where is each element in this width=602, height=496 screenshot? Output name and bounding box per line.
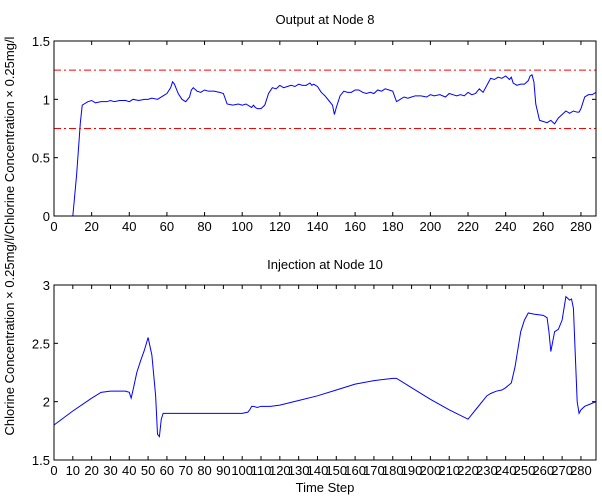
output-node-8-panel: Output at Node 8 0 20 40 60 80 100 120 140 160 18… — [32, 12, 597, 234]
injection-x-tick-label: 280 — [570, 463, 592, 478]
output-x-tick-label: 280 — [570, 219, 592, 234]
injection-chart-title: Injection at Node 10 — [267, 257, 383, 272]
output-plot-area: 0 20 40 60 80 100 120 140 160 180 200 220 240 260 280 0… — [32, 34, 597, 234]
output-series-0 — [54, 74, 597, 217]
output-x-tick-label: 220 — [457, 219, 479, 234]
injection-x-tick-label: 10 — [66, 463, 80, 478]
injection-axes-box — [53, 284, 597, 461]
output-x-tick-label: 200 — [420, 219, 442, 234]
injection-x-tick-label: 100 — [231, 463, 253, 478]
injection-x-tick-label: 160 — [344, 463, 366, 478]
output-y-tick-label: 1 — [43, 92, 50, 107]
output-x-tick-label: 120 — [269, 219, 291, 234]
injection-x-tick-label: 210 — [438, 463, 460, 478]
injection-plot-area: 0 10 20 30 40 50 60 70 80 90 100110120130140150160… — [32, 278, 597, 478]
output-chart-title: Output at Node 8 — [275, 12, 374, 27]
output-x-tick-label: 160 — [344, 219, 366, 234]
output-y-tick-label: 0.5 — [32, 151, 50, 166]
injection-y-tick-label: 3 — [43, 278, 50, 293]
output-x-tick-label: 20 — [84, 219, 98, 234]
output-x-tick-label: 140 — [307, 219, 329, 234]
injection-x-tick-label: 120 — [269, 463, 291, 478]
injection-x-tick-label: 80 — [197, 463, 211, 478]
output-y-tick-label: 0 — [43, 209, 50, 224]
output-x-tick-label: 40 — [122, 219, 136, 234]
output-x-tick-label: 100 — [231, 219, 253, 234]
output-x-tick-label: 180 — [382, 219, 404, 234]
injection-series-0 — [53, 295, 597, 438]
injection-x-tick-label: 170 — [363, 463, 385, 478]
injection-x-tick-label: 130 — [288, 463, 310, 478]
injection-x-tick-label: 190 — [401, 463, 423, 478]
injection-y-tick-label: 1.5 — [32, 453, 50, 468]
injection-node-10-panel: Injection at Node 10 0 10 20 30 40 50 60 70 80 90… — [32, 257, 597, 495]
output-axes-box — [53, 40, 597, 217]
injection-x-tick-label: 90 — [216, 463, 230, 478]
injection-x-tick-label: 180 — [382, 463, 404, 478]
injection-x-tick-label: 30 — [103, 463, 117, 478]
x-axis-label: Time Step — [296, 480, 355, 495]
shared-y-axis-label: Chlorine Concentration × 0.25mg/l/Chlori… — [2, 36, 17, 435]
injection-x-tick-label: 20 — [84, 463, 98, 478]
injection-x-tick-label: 250 — [514, 463, 536, 478]
output-x-tick-label: 240 — [495, 219, 517, 234]
output-y-tick-label: 1.5 — [32, 34, 50, 49]
output-x-tick-label: 80 — [197, 219, 211, 234]
injection-y-tick-label: 2 — [43, 395, 50, 410]
injection-x-tick-label: 240 — [495, 463, 517, 478]
injection-x-tick-label: 50 — [141, 463, 155, 478]
injection-x-tick-label: 270 — [551, 463, 573, 478]
output-x-tick-label: 60 — [160, 219, 174, 234]
injection-x-tick-label: 110 — [251, 463, 272, 478]
injection-x-tick-label: 60 — [160, 463, 174, 478]
injection-x-tick-label: 40 — [122, 463, 136, 478]
output-x-tick-label: 260 — [532, 219, 554, 234]
injection-x-tick-label: 200 — [420, 463, 442, 478]
injection-x-tick-label: 230 — [476, 463, 498, 478]
output-x-tick-label: 0 — [50, 219, 57, 234]
injection-x-tick-label: 220 — [457, 463, 479, 478]
injection-x-tick-label: 140 — [307, 463, 329, 478]
injection-x-tick-label: 150 — [325, 463, 347, 478]
injection-y-tick-label: 2.5 — [32, 336, 50, 351]
injection-x-tick-label: 260 — [532, 463, 554, 478]
injection-x-tick-label: 70 — [179, 463, 193, 478]
injection-x-tick-label: 0 — [50, 463, 57, 478]
